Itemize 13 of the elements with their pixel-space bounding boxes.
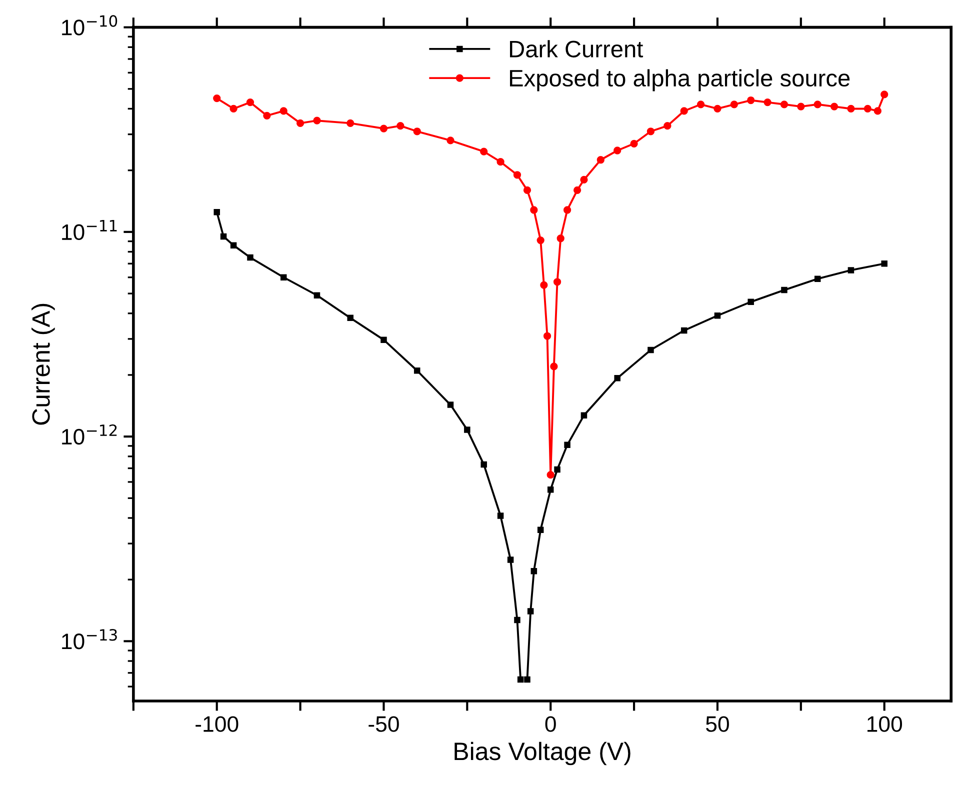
y-tick-label: 10$^{−12}$ [62, 424, 117, 445]
y-tick-label: 10$^{−13}$ [62, 629, 117, 650]
legend-label: Exposed to alpha particle source [510, 69, 850, 92]
x-tick-label: -100 [196, 716, 238, 732]
y-tick-label: 10$^{−11}$ [62, 220, 117, 240]
y-tick-label: 10$^{−10}$ [62, 15, 118, 36]
x-tick-label: 0 [545, 716, 556, 732]
y-axis-title: Current (A) [32, 304, 55, 425]
x-tick-label: -50 [368, 716, 399, 732]
x-tick-label: 50 [706, 716, 729, 732]
x-axis-title: Bias Voltage (V) [454, 742, 630, 766]
legend-label: Dark Current [510, 40, 644, 58]
x-tick-label: 100 [868, 716, 902, 732]
